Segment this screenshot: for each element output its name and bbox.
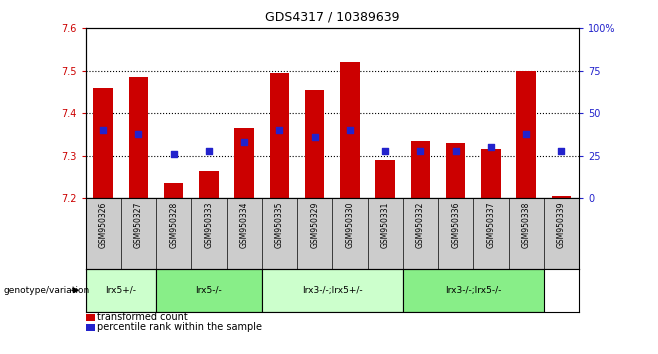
Point: [274, 127, 285, 133]
Bar: [403, 269, 544, 312]
Text: lrx3-/-;lrx5+/-: lrx3-/-;lrx5+/-: [302, 286, 363, 295]
Bar: [376, 160, 395, 198]
Text: GSM950339: GSM950339: [557, 202, 566, 248]
Bar: [86, 314, 95, 321]
Point: [133, 131, 143, 137]
Text: GSM950327: GSM950327: [134, 202, 143, 248]
Text: transformed count: transformed count: [97, 312, 188, 322]
Bar: [234, 128, 254, 198]
Point: [486, 144, 496, 150]
Bar: [551, 196, 571, 198]
Text: GSM950334: GSM950334: [240, 202, 249, 248]
Text: GSM950329: GSM950329: [310, 202, 319, 248]
Point: [556, 148, 567, 154]
Point: [203, 148, 214, 154]
Bar: [270, 73, 289, 198]
Text: GSM950330: GSM950330: [345, 202, 355, 248]
Point: [521, 131, 532, 137]
Bar: [129, 77, 148, 198]
Bar: [164, 183, 184, 198]
Text: GSM950337: GSM950337: [486, 202, 495, 248]
Bar: [86, 324, 95, 331]
Bar: [305, 90, 324, 198]
Point: [345, 127, 355, 133]
Point: [98, 127, 109, 133]
Text: genotype/variation: genotype/variation: [3, 286, 89, 295]
Point: [450, 148, 461, 154]
Point: [239, 139, 249, 145]
Text: lrx3-/-;lrx5-/-: lrx3-/-;lrx5-/-: [445, 286, 501, 295]
Text: lrx5-/-: lrx5-/-: [195, 286, 222, 295]
Text: GDS4317 / 10389639: GDS4317 / 10389639: [265, 11, 399, 24]
Text: GSM950332: GSM950332: [416, 202, 425, 248]
Text: GSM950335: GSM950335: [275, 202, 284, 248]
Bar: [411, 141, 430, 198]
Bar: [262, 269, 403, 312]
Text: percentile rank within the sample: percentile rank within the sample: [97, 322, 263, 332]
Bar: [156, 269, 262, 312]
Text: GSM950333: GSM950333: [205, 202, 213, 248]
Point: [415, 148, 426, 154]
Point: [168, 151, 179, 157]
Bar: [199, 171, 218, 198]
Bar: [86, 269, 156, 312]
Text: GSM950326: GSM950326: [99, 202, 108, 248]
Bar: [481, 149, 501, 198]
Bar: [93, 88, 113, 198]
Text: GSM950336: GSM950336: [451, 202, 460, 248]
Text: GSM950338: GSM950338: [522, 202, 530, 248]
Text: lrx5+/-: lrx5+/-: [105, 286, 136, 295]
Point: [380, 148, 390, 154]
Bar: [517, 71, 536, 198]
Bar: [340, 62, 360, 198]
Text: GSM950331: GSM950331: [381, 202, 390, 248]
Point: [309, 134, 320, 140]
Text: GSM950328: GSM950328: [169, 202, 178, 248]
Bar: [446, 143, 465, 198]
